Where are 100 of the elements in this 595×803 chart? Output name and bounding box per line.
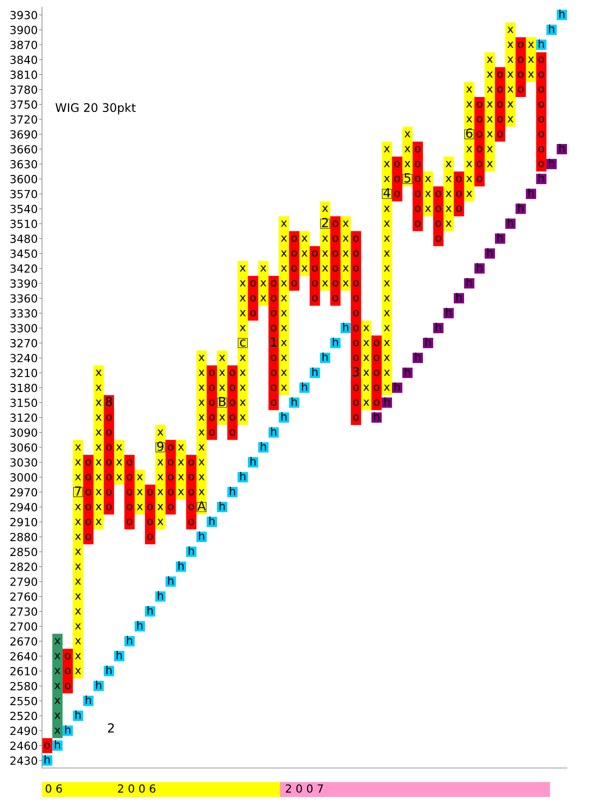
y-tick-label: 2940 [10, 503, 38, 512]
text: x [75, 518, 81, 526]
text: x [425, 206, 431, 212]
y-tick-label: 3420 [10, 264, 38, 273]
text: x [75, 459, 81, 466]
data-label: h [188, 546, 194, 555]
data-label: h [137, 620, 142, 630]
text: x [384, 325, 390, 332]
text: o [147, 504, 153, 510]
y-tick-label: 2910 [10, 518, 38, 526]
text: 2 0 0 6 [118, 784, 156, 793]
data-label: h [538, 39, 544, 48]
data-label: o [353, 235, 359, 242]
text: x [446, 220, 452, 227]
text: o [394, 176, 400, 182]
text: o [497, 131, 503, 138]
data-label: h [116, 650, 122, 660]
data-label: h [456, 292, 462, 302]
text: x [240, 400, 246, 406]
text: x [198, 429, 204, 436]
text: x [404, 146, 410, 152]
text: o [332, 265, 338, 272]
text: o [209, 399, 215, 406]
y-tick-label: 3600 [10, 174, 38, 184]
annotation: 3 [352, 366, 359, 376]
data-label: o [86, 459, 92, 466]
text: x [240, 370, 246, 376]
annotation: 7 [75, 486, 81, 496]
text: o [270, 295, 276, 302]
text: o [147, 518, 153, 526]
text: x [280, 325, 287, 332]
y-tick-label: 3180 [10, 384, 38, 392]
text: x [280, 265, 287, 272]
text: x [75, 534, 81, 540]
data-label: x [75, 444, 81, 450]
y-tick-label: 3390 [10, 279, 38, 288]
text: o [332, 295, 338, 302]
data-label: o [250, 280, 256, 287]
text: 2 0 0 7 [286, 784, 323, 793]
bar [310, 246, 320, 306]
y-tick-label: 3900 [10, 26, 38, 34]
data-label: h [404, 367, 410, 376]
annotation: 1 [271, 337, 276, 346]
y-tick-label: 2430 [10, 756, 38, 765]
text: x [157, 504, 164, 510]
data-label: x [280, 220, 287, 227]
data-label: h [302, 382, 308, 391]
text: o [209, 384, 215, 391]
data-label: o [312, 250, 318, 257]
data-label: x [507, 26, 514, 33]
y-tick-label: 3810 [10, 70, 38, 79]
text: x [96, 429, 102, 436]
bar [340, 216, 351, 291]
text: x [280, 280, 287, 286]
data-label: x [342, 220, 349, 227]
text: o [312, 295, 318, 302]
y-tick-label: 3450 [10, 249, 38, 258]
text: o [230, 414, 236, 421]
text: x [96, 518, 102, 526]
data-label: o [291, 235, 298, 242]
text: x [116, 474, 122, 480]
bar [206, 365, 218, 440]
data-label: x [260, 265, 266, 272]
text: x [96, 444, 102, 450]
text: x [75, 623, 81, 630]
text: x [54, 653, 60, 660]
data-label: o [230, 370, 236, 376]
data-label: o [168, 444, 174, 451]
y-tick-label: 3510 [10, 220, 38, 228]
text: x [96, 459, 102, 466]
text: x [466, 146, 472, 152]
text: x [178, 474, 184, 480]
text: o [147, 534, 153, 540]
text: x [198, 459, 204, 466]
text: x [384, 161, 390, 168]
data-label: o [147, 488, 153, 496]
data-label: h [158, 591, 163, 600]
text: o [374, 354, 380, 362]
text: o [188, 518, 194, 526]
text: x [240, 295, 246, 302]
text: x [486, 101, 493, 108]
text: x [363, 400, 370, 406]
text: o [64, 682, 71, 690]
text: x [280, 384, 287, 391]
data-label: x [384, 146, 390, 152]
data-label: h [374, 412, 380, 421]
text: x [75, 608, 81, 614]
text: x [75, 564, 81, 570]
data-label: h [148, 606, 153, 614]
text: o [270, 370, 276, 376]
text: x [404, 161, 410, 168]
data-label: h [260, 442, 266, 450]
bar [494, 67, 506, 142]
bar [536, 52, 546, 172]
text: o [250, 310, 256, 316]
bar [238, 260, 248, 426]
text: x [486, 131, 493, 138]
text: x [75, 668, 81, 674]
text: o [353, 265, 359, 272]
data-label: x [404, 131, 410, 138]
